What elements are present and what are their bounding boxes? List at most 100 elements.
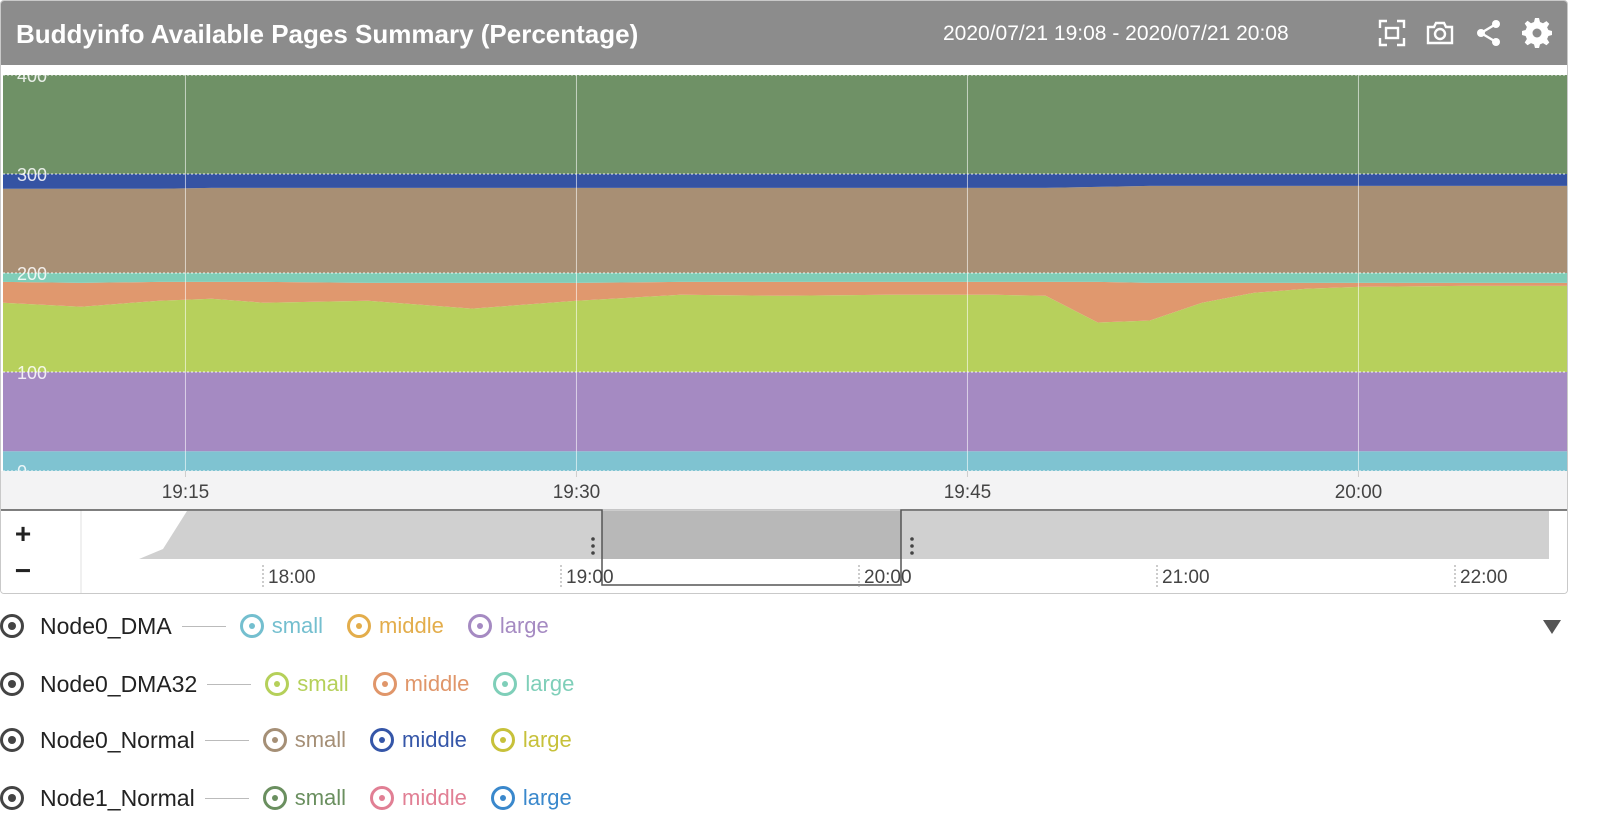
legend-ring-icon xyxy=(265,672,290,696)
navigator-selection[interactable] xyxy=(602,511,901,559)
legend-group-ring-icon xyxy=(0,614,24,638)
legend-row: Node1_Normal small middle large xyxy=(0,778,596,818)
legend-ring-icon xyxy=(239,614,264,638)
legend-group-ring-icon xyxy=(0,786,24,810)
y-tick-label: 400 xyxy=(17,66,47,86)
legend-group-name: Node0_DMA32 xyxy=(40,670,198,697)
navigator-left-handle[interactable] xyxy=(591,537,595,555)
x-axis-labels: 19:15 19:30 19:45 20:00 xyxy=(162,65,1383,503)
legend-item-label: middle xyxy=(379,613,444,638)
panel-header: Buddyinfo Available Pages Summary (Perce… xyxy=(1,1,1567,65)
navigator-tick-label: 22:00 xyxy=(1460,567,1508,588)
legend-item-label: small xyxy=(294,785,347,810)
triangle-down-icon[interactable] xyxy=(1540,614,1564,638)
legend-row: Node0_DMA32 small middle large xyxy=(0,664,598,704)
share-icon[interactable] xyxy=(1474,18,1504,48)
legend-item-label: small xyxy=(297,671,349,696)
y-tick-label: 200 xyxy=(17,264,47,284)
area-node0-dma32-small[interactable] xyxy=(3,285,1567,372)
legend-ring-icon xyxy=(490,786,515,810)
legend-group-toggle[interactable]: Node0_DMA xyxy=(0,613,172,640)
legend-group-name: Node0_DMA xyxy=(40,612,172,639)
area-node0-dma32-large[interactable] xyxy=(3,273,1567,283)
x-tick-label: 19:30 xyxy=(553,482,601,503)
legend-item[interactable]: large xyxy=(493,671,574,697)
legend-item-label: large xyxy=(522,727,572,752)
y-axis-labels: 0100200300400 xyxy=(17,66,47,482)
y-tick-label: 100 xyxy=(17,363,47,383)
navigator-ticks: 18:00 19:00 20:00 21:00 22:00 xyxy=(262,565,1508,588)
legend-ring-icon xyxy=(347,614,372,638)
legend-item-label: large xyxy=(525,671,575,696)
legend-connector xyxy=(207,683,252,685)
legend-item[interactable]: large xyxy=(490,785,572,811)
legend-group-toggle[interactable]: Node0_DMA32 xyxy=(0,671,197,698)
legend-connector xyxy=(181,625,226,627)
legend-item-label: small xyxy=(271,613,324,638)
area-node0-dma-small[interactable] xyxy=(3,451,1567,471)
legend-item-label: small xyxy=(294,727,347,752)
zoom-in-button[interactable]: + xyxy=(15,518,31,549)
legend-group-name: Node0_Normal xyxy=(40,726,195,753)
legend-group-ring-icon xyxy=(0,672,24,696)
area-series-group xyxy=(3,75,1567,471)
legend-item-label: middle xyxy=(402,785,467,810)
y-tick-label: 300 xyxy=(17,165,47,185)
time-navigator[interactable]: + − 18:00 19:00 20:00 21:00 22:00 xyxy=(1,509,1567,593)
legend-item[interactable]: large xyxy=(467,613,549,639)
legend-ring-icon xyxy=(372,672,397,696)
navigator-tick-label: 19:00 xyxy=(566,567,614,588)
legend-item[interactable]: large xyxy=(490,727,572,753)
legend-ring-icon xyxy=(262,786,287,810)
legend-item-label: middle xyxy=(404,671,470,696)
legend-item[interactable]: small xyxy=(239,613,324,639)
legend-ring-icon xyxy=(370,786,395,810)
legend-item-label: middle xyxy=(402,727,467,752)
legend-ring-icon xyxy=(467,614,492,638)
legend-ring-icon xyxy=(493,672,518,696)
area-node0-dma-large[interactable] xyxy=(3,372,1567,452)
legend-group-name: Node1_Normal xyxy=(40,784,195,811)
time-range-label[interactable]: 2020/07/21 19:08 - 2020/07/21 20:08 xyxy=(943,22,1289,45)
legend-item[interactable]: middle xyxy=(347,613,444,639)
zoom-out-button[interactable]: − xyxy=(15,555,31,586)
legend-ring-icon xyxy=(262,728,287,752)
legend-row: Node0_Normal small middle large xyxy=(0,720,596,760)
area-node0-normal-middle[interactable] xyxy=(3,174,1567,189)
area-node1-normal-small[interactable] xyxy=(3,75,1567,174)
chart-panel: Buddyinfo Available Pages Summary (Perce… xyxy=(0,0,1568,594)
x-tick-label: 20:00 xyxy=(1335,482,1383,503)
legend-item[interactable]: small xyxy=(262,785,347,811)
legend-item-label: large xyxy=(499,613,549,638)
legend-connector xyxy=(204,739,249,741)
legend-connector xyxy=(204,797,249,799)
gear-icon[interactable] xyxy=(1522,18,1552,48)
navigator-right-handle[interactable] xyxy=(910,537,914,555)
legend-item-label: large xyxy=(522,785,572,810)
legend-ring-icon xyxy=(370,728,395,752)
legend-ring-icon xyxy=(490,728,515,752)
legend-item[interactable]: middle xyxy=(370,785,467,811)
legend: Node0_DMA small middle large Node0_DMA32 smal… xyxy=(0,596,1617,838)
navigator-tick-label: 21:00 xyxy=(1162,567,1210,588)
navigator-selection-outline xyxy=(1,509,1567,586)
navigator-tick-label: 20:00 xyxy=(864,567,912,588)
fullscreen-icon[interactable] xyxy=(1377,18,1407,48)
legend-group-toggle[interactable]: Node1_Normal xyxy=(0,785,195,812)
legend-item[interactable]: middle xyxy=(372,671,470,697)
x-axis-band xyxy=(1,471,1567,510)
legend-group-ring-icon xyxy=(0,728,24,752)
camera-icon[interactable] xyxy=(1425,18,1455,48)
legend-group-toggle[interactable]: Node0_Normal xyxy=(0,727,195,754)
x-tick-label: 19:45 xyxy=(944,482,992,503)
legend-item[interactable]: small xyxy=(262,727,347,753)
legend-item[interactable]: small xyxy=(265,671,349,697)
navigator-tick-label: 18:00 xyxy=(268,567,316,588)
area-node0-normal-small[interactable] xyxy=(3,185,1567,273)
x-tick-label: 19:15 xyxy=(162,482,210,503)
area-node0-dma32-middle[interactable] xyxy=(3,281,1567,323)
legend-row: Node0_DMA small middle large xyxy=(0,606,573,646)
legend-item[interactable]: middle xyxy=(370,727,467,753)
